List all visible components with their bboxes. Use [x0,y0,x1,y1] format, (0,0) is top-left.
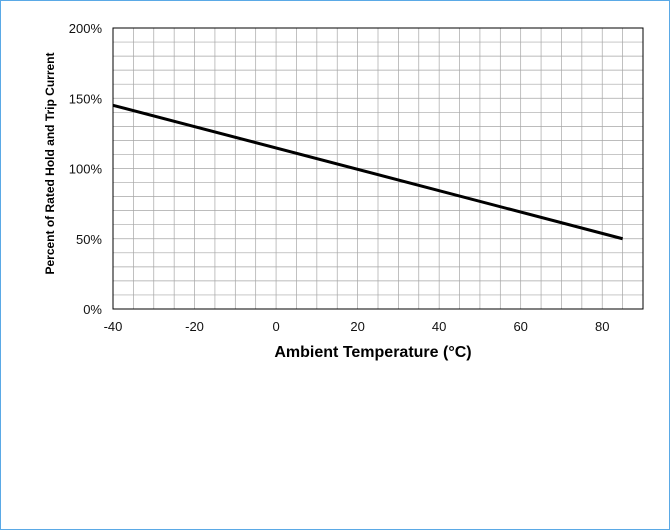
y-axis-label: Percent of Rated Hold and Trip Current [43,52,57,274]
x-tick-label: -20 [185,319,204,334]
series-line-0 [112,103,623,241]
x-tick-label: 40 [432,319,446,334]
grid [113,28,643,309]
x-tick-label: 0 [272,319,279,334]
x-tick-label: -40 [104,319,123,334]
series-layer [112,103,623,241]
y-tick-label: 200% [69,21,103,36]
x-tick-labels: -40 -20 0 20 40 60 80 [104,319,610,334]
x-tick-label: 80 [595,319,609,334]
y-tick-labels: 0% 50% 100% 150% 200% [69,21,103,317]
x-tick-label: 20 [350,319,364,334]
y-tick-label: 100% [69,162,103,177]
y-tick-label: 0% [83,302,102,317]
y-tick-label: 50% [76,232,102,247]
x-axis-label: Ambient Temperature (°C) [274,344,471,361]
x-tick-label: 60 [513,319,527,334]
plot-area [112,27,644,310]
y-tick-label: 150% [69,91,103,106]
